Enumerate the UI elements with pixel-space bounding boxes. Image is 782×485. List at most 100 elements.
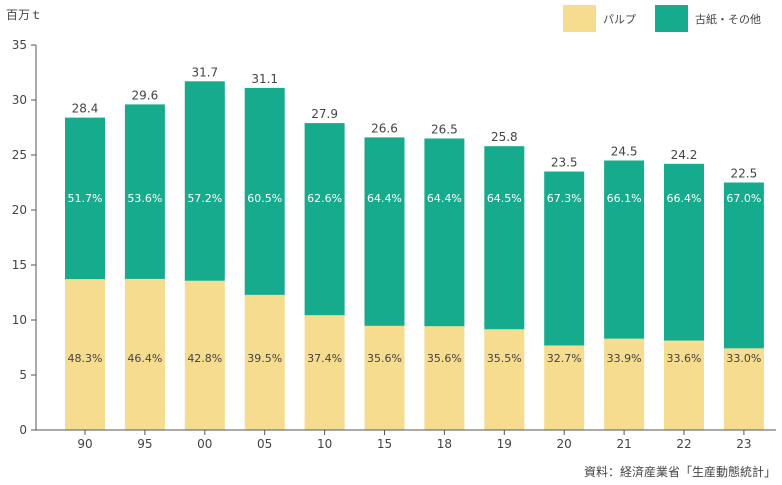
bar-segment-recycled [544,171,585,346]
legend-swatch-pulp [563,5,596,32]
total-value-label: 31.1 [251,72,278,86]
share-label-recycled: 60.5% [247,192,282,205]
share-label-recycled: 66.4% [667,192,702,205]
bar-segment-pulp [304,315,345,430]
share-label-recycled: 64.4% [367,192,402,205]
legend: パルプ 古紙・その他 [563,5,761,32]
x-tick-label: 18 [437,437,452,451]
x-tick-label: 22 [676,437,691,451]
source-note: 資料：経済産業省「生産動態統計」 [584,464,776,479]
total-value-label: 25.8 [491,130,518,144]
total-value-label: 26.6 [371,121,398,135]
bar-segment-recycled [604,160,645,339]
total-value-label: 22.5 [731,167,758,181]
bar-segment-recycled [364,137,405,326]
bar-segment-pulp [484,329,525,430]
y-tick-label: 0 [19,423,27,437]
x-tick-label: 90 [77,437,92,451]
x-tick-label: 21 [616,437,631,451]
bar-group: 31.1 60.5% 39.5% [244,72,285,430]
share-label-pulp: 48.3% [68,352,103,365]
share-label-pulp: 35.6% [427,352,462,365]
bar-group: 26.5 64.4% 35.6% [424,123,465,430]
total-value-label: 29.6 [132,88,159,102]
y-tick-label: 20 [12,203,27,217]
bars: 28.4 51.7% 48.3% 29.6 53.6% 46.4% 31.7 57.2% 42.… [65,65,764,430]
bar-segment-pulp [723,348,764,430]
x-tick-label: 95 [137,437,152,451]
bar-segment-pulp [544,345,585,430]
y-axis: 0 5 10 15 20 25 30 35 [12,38,37,437]
share-label-pulp: 32.7% [547,352,582,365]
total-value-label: 24.5 [611,145,638,159]
share-label-pulp: 39.5% [247,352,282,365]
bar-segment-pulp [424,326,465,430]
total-value-label: 26.5 [431,123,458,137]
bar-segment-recycled [244,87,285,295]
bar-group: 31.7 57.2% 42.8% [184,65,225,430]
x-axis: 90 95 00 05 10 15 18 19 20 21 22 23 [36,429,776,451]
bar-segment-recycled [65,117,105,280]
share-label-pulp: 33.6% [667,352,702,365]
bar-group: 25.8 64.5% 35.5% [484,130,525,430]
x-tick-label: 05 [257,437,272,451]
total-value-label: 28.4 [72,102,99,116]
y-tick-label: 35 [12,38,27,52]
x-tick-label: 19 [497,437,512,451]
share-label-recycled: 51.7% [68,192,103,205]
bar-segment-pulp [65,279,105,430]
total-value-label: 31.7 [191,65,218,79]
share-label-recycled: 57.2% [187,192,222,205]
bar-group: 23.5 67.3% 32.7% [544,156,585,430]
y-tick-label: 5 [19,368,27,382]
x-tick-label: 00 [197,437,212,451]
y-tick-label: 30 [12,93,27,107]
bar-group: 27.9 62.6% 37.4% [304,107,345,430]
x-tick-label: 20 [557,437,572,451]
share-label-pulp: 33.0% [726,352,761,365]
share-label-pulp: 46.4% [127,352,162,365]
y-axis-unit-label: 百万ｔ [6,8,42,22]
total-value-label: 23.5 [551,156,578,170]
total-value-label: 27.9 [311,107,338,121]
bar-group: 29.6 53.6% 46.4% [124,88,165,430]
bar-segment-recycled [484,146,525,330]
share-label-recycled: 64.5% [487,192,522,205]
share-label-pulp: 35.6% [367,352,402,365]
share-label-recycled: 64.4% [427,192,462,205]
x-tick-label: 10 [317,437,332,451]
share-label-pulp: 33.9% [607,352,642,365]
x-tick-label: 23 [736,437,751,451]
y-tick-label: 25 [12,148,27,162]
bar-segment-recycled [304,123,345,316]
legend-swatch-recycled [655,5,688,32]
bar-segment-recycled [723,182,764,349]
bar-segment-recycled [664,163,704,341]
share-label-recycled: 53.6% [127,192,162,205]
bar-group: 24.5 66.1% 33.9% [604,145,645,430]
share-label-recycled: 67.3% [547,192,582,205]
bar-segment-pulp [244,294,285,430]
bar-segment-pulp [664,340,704,430]
bar-segment-recycled [424,138,465,327]
share-label-recycled: 67.0% [726,192,761,205]
y-tick-label: 10 [12,313,27,327]
bar-segment-pulp [364,325,405,430]
bar-segment-pulp [124,278,165,430]
bar-group: 26.6 64.4% 35.6% [364,121,405,430]
share-label-recycled: 62.6% [307,192,342,205]
bar-segment-pulp [184,280,225,430]
bar-group: 28.4 51.7% 48.3% [65,102,105,430]
share-label-pulp: 37.4% [307,352,342,365]
legend-label-pulp: パルプ [603,13,636,26]
bar-segment-recycled [184,81,225,281]
bar-segment-recycled [124,104,165,279]
share-label-recycled: 66.1% [607,192,642,205]
legend-label-recycled: 古紙・その他 [695,12,761,26]
x-tick-label: 15 [377,437,392,451]
bar-group: 22.5 67.0% 33.0% [723,167,764,430]
bar-group: 24.2 66.4% 33.6% [664,148,704,430]
bar-segment-pulp [604,338,645,430]
y-tick-label: 15 [12,258,27,272]
